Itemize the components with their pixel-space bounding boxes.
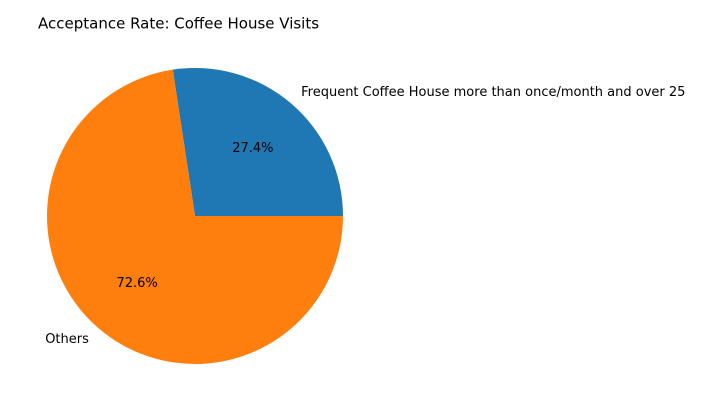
- chart-title: Acceptance Rate: Coffee House Visits: [38, 15, 319, 33]
- pie-slice-1: [172, 68, 343, 216]
- pie-slice-2-category-label: Others: [45, 332, 89, 347]
- pie-slice-1-percent-label: 27.4%: [232, 141, 273, 156]
- pie-slices: [47, 68, 344, 365]
- pie-slice-2: [47, 69, 344, 365]
- pie-labels: 27.4% Frequent Coffee House more than onc…: [45, 85, 685, 347]
- pie-slice-1-category-label: Frequent Coffee House more than once/mon…: [301, 85, 685, 100]
- pie-slice-2-percent-label: 72.6%: [116, 276, 157, 291]
